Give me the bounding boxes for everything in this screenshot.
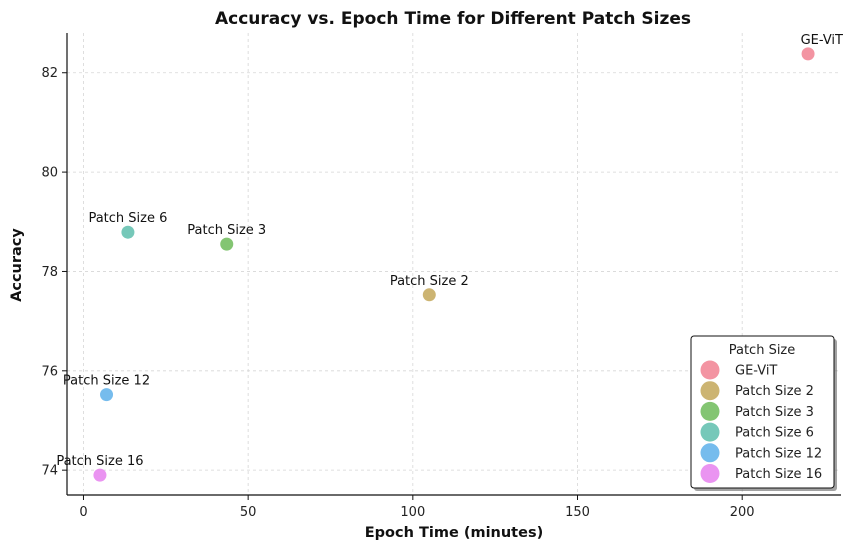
y-tick-label: 82 [41, 66, 58, 81]
x-tick-label: 200 [730, 505, 755, 520]
y-axis-label: Accuracy [9, 228, 25, 302]
point-label: Patch Size 12 [63, 374, 150, 389]
point-label: GE-ViT [801, 33, 843, 48]
legend-marker [700, 401, 720, 421]
data-point [100, 388, 114, 402]
point-label: Patch Size 16 [56, 454, 143, 469]
data-points [93, 47, 815, 482]
y-tick-label: 78 [41, 265, 58, 280]
data-point [220, 237, 234, 251]
x-tick-label: 50 [240, 505, 257, 520]
chart-title: Accuracy vs. Epoch Time for Different Pa… [215, 9, 691, 29]
legend-entry: Patch Size 3 [735, 405, 814, 420]
x-tick-label: 150 [565, 505, 590, 520]
legend-entry: Patch Size 2 [735, 384, 814, 399]
legend-entry: Patch Size 16 [735, 467, 822, 482]
data-point [422, 288, 436, 302]
point-label: Patch Size 6 [88, 211, 167, 226]
legend-marker [700, 360, 720, 380]
legend-marker [700, 464, 720, 483]
x-tick-label: 100 [400, 505, 425, 520]
legend-entry: Patch Size 6 [735, 426, 814, 441]
legend-entry: GE-ViT [735, 364, 777, 379]
y-tick-label: 74 [41, 464, 58, 479]
legend: Patch Size GE-ViT Patch Size 2 Patch Size … [690, 335, 837, 491]
point-label: Patch Size 2 [390, 274, 469, 289]
legend-marker [700, 422, 720, 442]
x-axis-label: Epoch Time (minutes) [365, 525, 543, 541]
y-ticks: 74 76 78 80 82 [41, 66, 67, 479]
legend-title: Patch Size [729, 343, 796, 358]
y-tick-label: 80 [41, 166, 58, 181]
data-point [801, 47, 815, 61]
x-tick-label: 0 [79, 505, 87, 520]
legend-marker [700, 443, 720, 463]
legend-marker [700, 381, 720, 401]
point-labels: GE-ViT Patch Size 2 Patch Size 3 Patch Size… [56, 33, 843, 469]
point-label: Patch Size 3 [187, 223, 266, 238]
data-point [93, 468, 107, 482]
legend-entry: Patch Size 12 [735, 446, 822, 461]
y-tick-label: 76 [41, 364, 58, 379]
x-ticks: 0 50 100 150 200 [79, 495, 755, 520]
axes [66, 33, 841, 496]
data-point [121, 225, 135, 239]
